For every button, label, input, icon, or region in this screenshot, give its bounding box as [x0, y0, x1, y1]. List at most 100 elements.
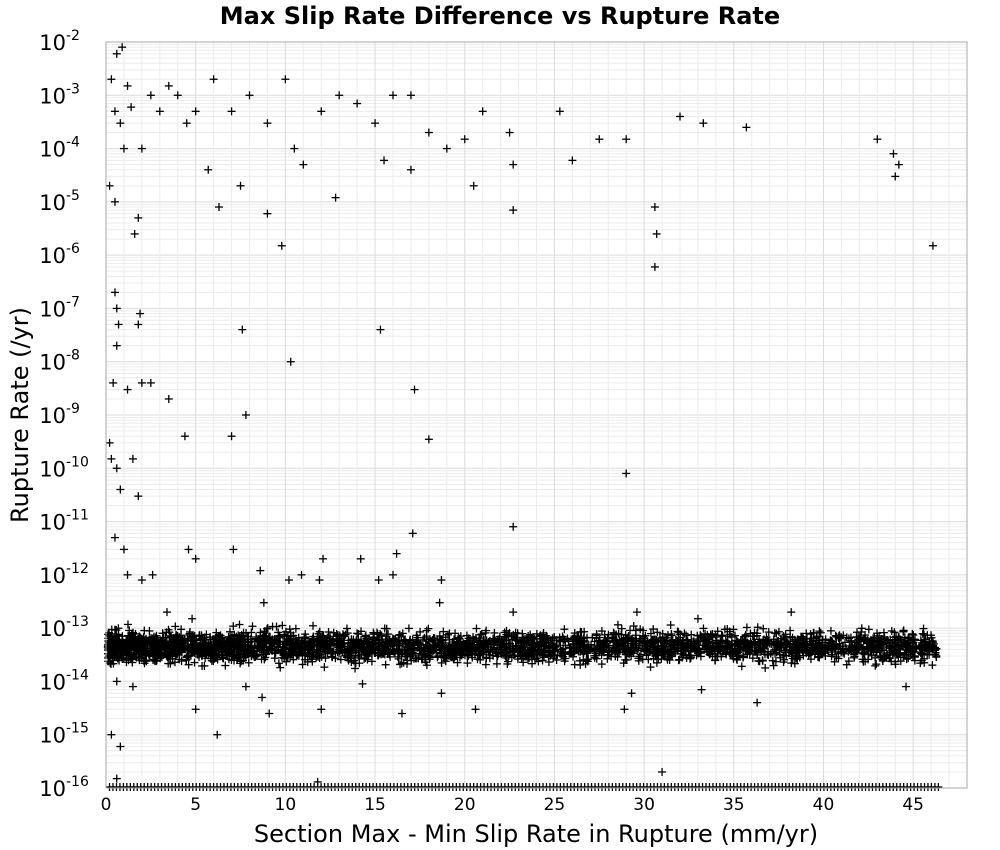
y-tick-exponent: -3	[66, 81, 80, 97]
data-point	[221, 661, 230, 670]
data-point	[406, 165, 415, 174]
data-point	[329, 628, 338, 637]
data-point	[560, 657, 569, 666]
data-point	[871, 661, 880, 670]
data-point	[336, 655, 345, 664]
data-point	[842, 660, 851, 669]
y-tick-base: 10	[39, 31, 66, 55]
data-point	[164, 659, 173, 668]
x-axis-ticks: 0 5 10 15 20 25 30 35 40 45	[101, 795, 924, 815]
x-tick-label: 15	[364, 795, 386, 815]
data-point	[622, 135, 631, 144]
x-tick-label: 30	[633, 795, 655, 815]
data-point	[319, 554, 328, 563]
data-point	[244, 658, 253, 667]
data-point	[317, 652, 326, 661]
y-tick-label: 10 -14	[39, 667, 89, 694]
data-point	[505, 128, 514, 137]
data-point	[315, 627, 324, 636]
data-point	[528, 659, 537, 668]
x-tick-label: 5	[190, 795, 201, 815]
y-tick-label: 10 -16	[39, 774, 89, 801]
data-point	[509, 630, 518, 639]
data-point	[437, 658, 446, 667]
data-point	[468, 633, 477, 642]
data-point	[422, 626, 431, 635]
data-point	[127, 103, 136, 112]
data-point	[597, 660, 606, 669]
data-point	[116, 742, 125, 751]
y-tick-base: 10	[39, 244, 66, 268]
data-point	[675, 655, 684, 664]
y-tick-exponent: -4	[66, 135, 80, 151]
data-point	[455, 634, 464, 643]
data-point	[260, 655, 269, 664]
data-point	[481, 660, 490, 669]
data-point	[155, 107, 164, 116]
data-point	[380, 156, 389, 165]
data-point	[896, 657, 905, 666]
data-point	[416, 627, 425, 636]
data-point	[481, 628, 490, 637]
data-point	[414, 636, 423, 645]
data-point	[134, 213, 143, 222]
data-point	[227, 107, 236, 116]
data-point	[918, 629, 927, 638]
data-point	[916, 649, 925, 658]
data-point	[248, 622, 257, 631]
data-point	[361, 632, 370, 641]
data-point	[130, 229, 139, 238]
data-point	[404, 624, 413, 633]
data-point	[641, 631, 650, 640]
data-point	[324, 627, 333, 636]
data-point	[471, 705, 480, 714]
data-point	[171, 622, 180, 631]
data-point	[568, 156, 577, 165]
data-point	[712, 636, 721, 645]
data-point	[876, 652, 885, 661]
data-point	[663, 654, 672, 663]
data-point	[376, 629, 385, 638]
y-tick-exponent: -12	[66, 561, 89, 577]
data-point	[190, 658, 199, 667]
data-point	[761, 663, 770, 672]
data-point	[876, 653, 885, 662]
y-tick-label: 10 -15	[39, 721, 89, 748]
data-point	[428, 635, 437, 644]
data-point	[281, 75, 290, 84]
data-point	[509, 160, 518, 169]
data-point	[110, 533, 119, 542]
data-point	[509, 608, 518, 617]
data-point	[770, 629, 779, 638]
x-tick-label: 25	[544, 795, 566, 815]
data-point	[146, 378, 155, 387]
data-point	[910, 653, 919, 662]
data-point	[565, 649, 574, 658]
data-point	[932, 653, 941, 662]
data-point	[413, 653, 422, 662]
y-tick-label: 10 -12	[39, 561, 89, 588]
data-point	[110, 625, 119, 634]
data-point	[258, 693, 267, 702]
data-point	[392, 549, 401, 558]
data-point	[188, 614, 197, 623]
data-point	[732, 636, 741, 645]
data-point	[782, 651, 791, 660]
data-point	[720, 625, 729, 634]
data-point	[229, 622, 238, 631]
data-point	[806, 655, 815, 664]
data-point	[636, 625, 645, 634]
y-tick-label: 10 -3	[39, 81, 80, 108]
data-point	[588, 633, 597, 642]
data-point	[439, 627, 448, 636]
data-point	[699, 119, 708, 128]
data-point	[553, 650, 562, 659]
data-point	[530, 634, 539, 643]
data-point	[717, 652, 726, 661]
data-point	[401, 638, 410, 647]
data-point	[647, 637, 656, 646]
data-point	[119, 545, 128, 554]
data-point	[622, 650, 631, 659]
data-point	[105, 181, 114, 190]
data-point	[472, 624, 481, 633]
